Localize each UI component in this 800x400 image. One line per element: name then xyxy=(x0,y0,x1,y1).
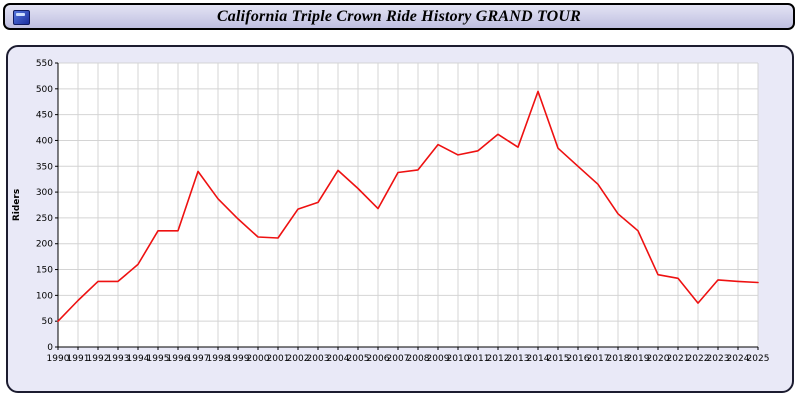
svg-text:1991: 1991 xyxy=(67,354,90,364)
svg-text:2007: 2007 xyxy=(387,354,410,364)
svg-text:2014: 2014 xyxy=(527,354,550,364)
svg-text:100: 100 xyxy=(36,291,53,301)
svg-text:2009: 2009 xyxy=(427,354,450,364)
svg-text:200: 200 xyxy=(36,240,53,250)
svg-text:2022: 2022 xyxy=(687,354,710,364)
svg-text:2013: 2013 xyxy=(507,354,530,364)
svg-text:50: 50 xyxy=(42,317,54,327)
svg-text:150: 150 xyxy=(36,266,53,276)
ride-history-line-chart: 0501001502002503003504004505005501990199… xyxy=(12,59,770,364)
svg-text:2000: 2000 xyxy=(247,354,270,364)
svg-text:2003: 2003 xyxy=(307,354,330,364)
svg-text:1995: 1995 xyxy=(147,354,170,364)
svg-text:0: 0 xyxy=(47,343,53,353)
page-title: California Triple Crown Ride History GRA… xyxy=(216,7,582,25)
svg-text:2011: 2011 xyxy=(467,354,490,364)
svg-text:2024: 2024 xyxy=(727,354,750,364)
svg-text:1993: 1993 xyxy=(107,354,130,364)
svg-text:250: 250 xyxy=(36,214,53,224)
chart-panel: 0 50 100 150 200 250 300 350 400 450 500 550 1990 199… xyxy=(6,45,794,393)
svg-text:2002: 2002 xyxy=(287,354,310,364)
svg-text:2010: 2010 xyxy=(447,354,470,364)
svg-text:Riders: Riders xyxy=(12,189,22,221)
svg-text:2021: 2021 xyxy=(667,354,690,364)
svg-text:550: 550 xyxy=(36,59,53,69)
svg-text:2004: 2004 xyxy=(327,354,350,364)
svg-text:2023: 2023 xyxy=(707,354,730,364)
svg-text:450: 450 xyxy=(36,111,53,121)
svg-text:2012: 2012 xyxy=(487,354,510,364)
svg-text:1994: 1994 xyxy=(127,354,150,364)
svg-text:2019: 2019 xyxy=(627,354,650,364)
svg-text:2006: 2006 xyxy=(367,354,390,364)
svg-text:2018: 2018 xyxy=(607,354,630,364)
svg-text:400: 400 xyxy=(36,136,53,146)
svg-text:1998: 1998 xyxy=(207,354,230,364)
svg-text:1999: 1999 xyxy=(227,354,250,364)
title-bar: California Triple Crown Ride History GRA… xyxy=(3,3,795,30)
window-logo-icon xyxy=(13,10,30,25)
svg-text:2025: 2025 xyxy=(747,354,770,364)
svg-text:300: 300 xyxy=(36,188,53,198)
svg-text:1992: 1992 xyxy=(87,354,110,364)
svg-text:1997: 1997 xyxy=(187,354,210,364)
svg-text:2001: 2001 xyxy=(267,354,290,364)
svg-text:2016: 2016 xyxy=(567,354,590,364)
svg-text:500: 500 xyxy=(36,85,53,95)
svg-text:350: 350 xyxy=(36,162,53,172)
svg-text:2015: 2015 xyxy=(547,354,570,364)
svg-text:2005: 2005 xyxy=(347,354,370,364)
svg-text:1996: 1996 xyxy=(167,354,190,364)
svg-text:1990: 1990 xyxy=(47,354,70,364)
svg-text:2020: 2020 xyxy=(647,354,670,364)
svg-text:2008: 2008 xyxy=(407,354,430,364)
svg-text:2017: 2017 xyxy=(587,354,610,364)
